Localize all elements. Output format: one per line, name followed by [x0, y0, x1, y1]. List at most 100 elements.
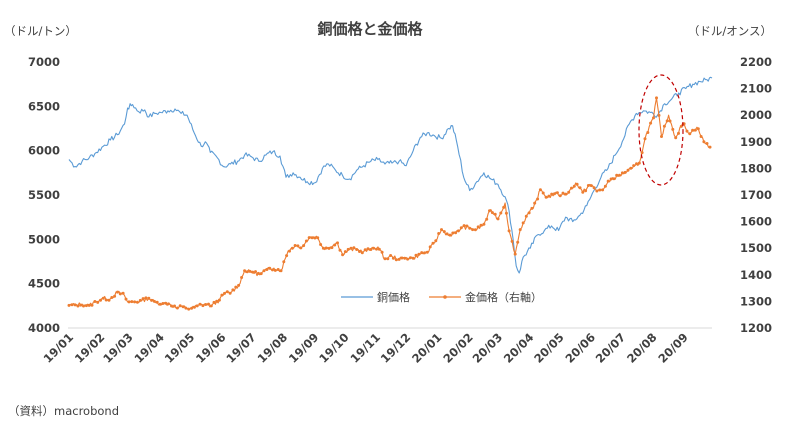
- gold-point: [110, 296, 114, 299]
- gold-point: [279, 269, 283, 273]
- gold-point: [152, 299, 156, 303]
- x-tick: 20/06: [562, 330, 598, 366]
- gold-point: [425, 250, 429, 254]
- gold-point: [603, 184, 607, 188]
- gold-point: [451, 231, 455, 235]
- x-ticks: 19/0119/0219/0319/0419/0519/0619/0719/08…: [41, 330, 691, 366]
- right-y-tick-label: 1200: [740, 321, 772, 335]
- gold-point: [310, 236, 314, 240]
- gold-point: [620, 171, 624, 175]
- gold-point: [178, 304, 182, 308]
- x-tick: 20/03: [470, 330, 506, 366]
- gold-point: [688, 132, 692, 136]
- gold-point: [386, 257, 390, 261]
- gold-point: [215, 299, 219, 303]
- gold-point: [479, 223, 483, 227]
- gold-point: [313, 236, 317, 240]
- gold-point: [104, 298, 108, 302]
- gold-point: [133, 300, 137, 304]
- gold-point: [668, 119, 672, 123]
- gold-point: [533, 201, 537, 205]
- gold-point: [677, 131, 680, 135]
- x-tick: 19/05: [162, 330, 198, 366]
- gold-point: [652, 116, 655, 120]
- gold-point: [476, 225, 480, 229]
- gold-point: [150, 298, 154, 302]
- gold-point: [93, 300, 97, 303]
- gold-point: [76, 304, 80, 308]
- gold-point: [124, 297, 128, 301]
- x-tick-label: 20/02: [440, 330, 476, 366]
- gold-point: [485, 217, 489, 221]
- x-tick-label: 19/05: [162, 330, 198, 366]
- gold-point: [595, 189, 599, 193]
- gold-point: [327, 246, 331, 250]
- gold-point: [518, 228, 522, 232]
- gold-point: [243, 269, 247, 273]
- gold-point: [527, 211, 531, 215]
- right-y-tick-label: 1300: [740, 294, 772, 308]
- gold-point: [195, 304, 199, 308]
- gold-point: [366, 247, 370, 251]
- gold-point: [96, 300, 100, 304]
- right-y-tick-label: 1900: [740, 135, 772, 149]
- gold-point: [212, 300, 216, 304]
- gold-point: [516, 240, 520, 244]
- gold-point: [567, 190, 571, 194]
- x-tick: 20/04: [501, 330, 537, 366]
- gold-point: [397, 257, 401, 261]
- gold-point: [343, 250, 347, 254]
- gold-point: [192, 305, 196, 309]
- gold-point: [333, 243, 337, 247]
- legend: 銅価格 金価格（右軸）: [341, 290, 542, 304]
- x-tick: 19/04: [131, 330, 167, 366]
- gold-point: [234, 285, 238, 289]
- gold-point: [490, 211, 494, 215]
- chart-title: 銅価格と金価格: [317, 20, 423, 38]
- gold-point: [217, 298, 221, 302]
- gold-point: [693, 128, 697, 132]
- gold-price-markers: [67, 96, 712, 311]
- gold-point: [655, 96, 658, 100]
- gold-point: [380, 250, 384, 254]
- gold-point: [220, 293, 224, 297]
- x-tick: 19/07: [223, 330, 259, 366]
- x-tick: 19/12: [378, 330, 414, 366]
- gold-point: [564, 192, 568, 196]
- gold-point: [423, 251, 426, 255]
- gold-point: [121, 291, 125, 295]
- right-axis-unit: （ドル/オンス）: [688, 24, 772, 38]
- gold-point: [420, 251, 424, 255]
- gold-point: [442, 230, 446, 234]
- gold-point: [181, 305, 185, 309]
- legend-copper-label: 銅価格: [377, 290, 410, 304]
- gold-point: [107, 298, 111, 302]
- left-y-tick-label: 4000: [28, 321, 60, 335]
- gold-point: [288, 249, 291, 253]
- legend-gold-label: 金価格（右軸）: [465, 290, 542, 304]
- right-y-tick-label: 1500: [740, 241, 772, 255]
- gold-point: [127, 300, 131, 304]
- gold-point: [414, 253, 418, 257]
- gold-point: [383, 257, 387, 261]
- gold-point: [671, 127, 675, 131]
- gold-point: [637, 161, 641, 165]
- gold-point: [640, 151, 644, 155]
- gold-point: [493, 212, 497, 216]
- x-tick-label: 19/11: [347, 330, 383, 366]
- x-tick: 20/08: [624, 330, 660, 366]
- gold-point: [629, 166, 633, 170]
- gold-point: [541, 191, 545, 195]
- gold-point: [87, 303, 91, 307]
- gold-point: [135, 300, 139, 304]
- gold-point: [504, 211, 508, 215]
- x-tick-label: 20/07: [593, 330, 629, 366]
- left-y-tick-label: 6000: [28, 144, 60, 158]
- gold-point: [201, 304, 205, 308]
- gold-point: [635, 162, 638, 166]
- gold-point: [561, 191, 565, 195]
- left-y-tick-label: 7000: [28, 55, 60, 69]
- gold-point: [147, 296, 151, 300]
- x-tick-label: 19/08: [255, 330, 291, 366]
- gold-point: [705, 142, 709, 145]
